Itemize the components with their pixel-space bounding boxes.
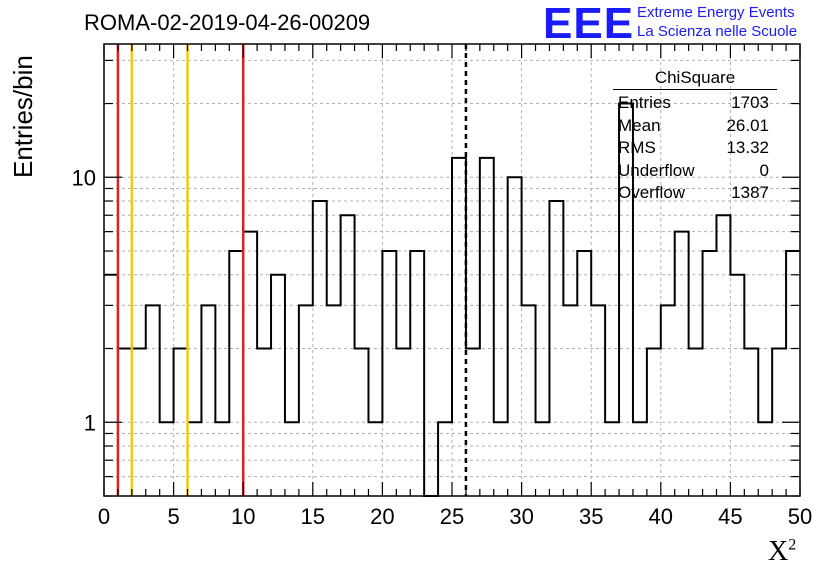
eee-logo: EEE: [543, 0, 635, 48]
stats-value: 26.01: [726, 115, 769, 135]
stats-value: 0: [759, 160, 769, 180]
y-tick-label: 10: [72, 165, 96, 190]
stats-row: Overflow 1387: [613, 182, 777, 205]
logo-line-1: Extreme Energy Events: [637, 4, 795, 21]
stats-value: 1703: [731, 93, 769, 112]
stats-label: RMS: [618, 138, 656, 157]
x-tick-label: 40: [649, 504, 673, 529]
x-tick-label: 45: [718, 504, 742, 529]
stats-row: Underflow 0: [613, 160, 777, 183]
chart-title: ROMA-02-2019-04-26-00209: [84, 10, 371, 35]
x-tick-label: 25: [440, 504, 464, 529]
stats-row: Entries 1703: [613, 92, 777, 115]
x-tick-label: 20: [370, 504, 394, 529]
x-tick-label: 5: [167, 504, 179, 529]
x-axis-label-base: X: [768, 536, 789, 567]
stats-title: ChiSquare: [613, 68, 777, 90]
stats-value: 1387: [731, 183, 769, 202]
x-tick-label: 30: [509, 504, 533, 529]
histogram-series: [104, 102, 800, 497]
stats-box: ChiSquare Entries 1703 Mean 26.01 RMS 13.32…: [613, 68, 777, 205]
x-tick-label: 0: [98, 504, 110, 529]
stats-label: Mean: [618, 115, 661, 135]
x-axis-label: X2: [768, 536, 796, 568]
y-axis-label-wrap: Entries/bin: [4, 40, 40, 190]
x-tick-label: 50: [788, 504, 812, 529]
y-axis-label: Entries/bin: [8, 55, 38, 178]
logo-caption: Extreme Energy Events La Scienza nelle S…: [637, 3, 797, 41]
x-axis-label-superscript: 2: [788, 536, 797, 554]
stats-value: 13.32: [726, 138, 769, 157]
x-tick-label: 35: [579, 504, 603, 529]
stats-row: RMS 13.32: [613, 137, 777, 160]
y-tick-label: 1: [84, 410, 96, 435]
stats-row: Mean 26.01: [613, 115, 777, 138]
stats-label: Entries: [618, 93, 671, 112]
stats-label: Underflow: [618, 160, 695, 180]
x-tick-label: 15: [301, 504, 325, 529]
stats-label: Overflow: [618, 183, 686, 202]
logo-line-2: La Scienza nelle Scuole: [637, 23, 798, 40]
x-tick-label: 10: [231, 504, 255, 529]
